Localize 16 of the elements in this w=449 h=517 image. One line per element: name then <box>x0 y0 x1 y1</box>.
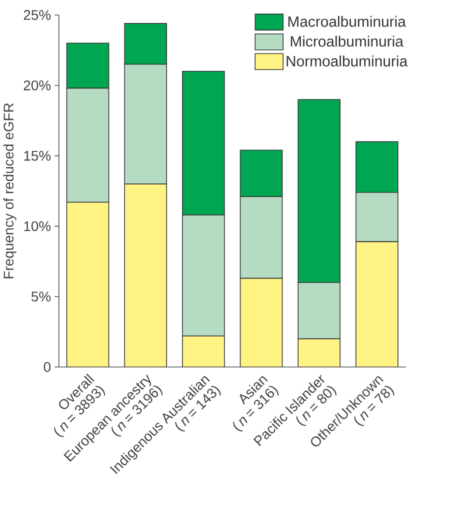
y-tick-label: 0 <box>44 362 51 372</box>
bar <box>240 278 283 367</box>
legend-label: Macroalbuminuria <box>288 16 406 27</box>
legend-label: Normoalbuminuria <box>286 55 408 66</box>
legend-label: Microalbuminuria <box>291 36 404 47</box>
y-tick-label: 25% <box>24 10 51 20</box>
y-tick-label: 10% <box>24 221 51 232</box>
bar <box>124 184 168 367</box>
bar <box>182 336 225 367</box>
bar <box>356 241 398 367</box>
bar <box>298 338 341 367</box>
y-axis-title: Frequency of reduced eGFR <box>3 103 16 278</box>
y-tick-label: 5% <box>32 292 51 302</box>
y-tick-label: 15% <box>24 150 51 161</box>
y-tick-label: 20% <box>24 80 51 90</box>
bar <box>66 202 110 367</box>
